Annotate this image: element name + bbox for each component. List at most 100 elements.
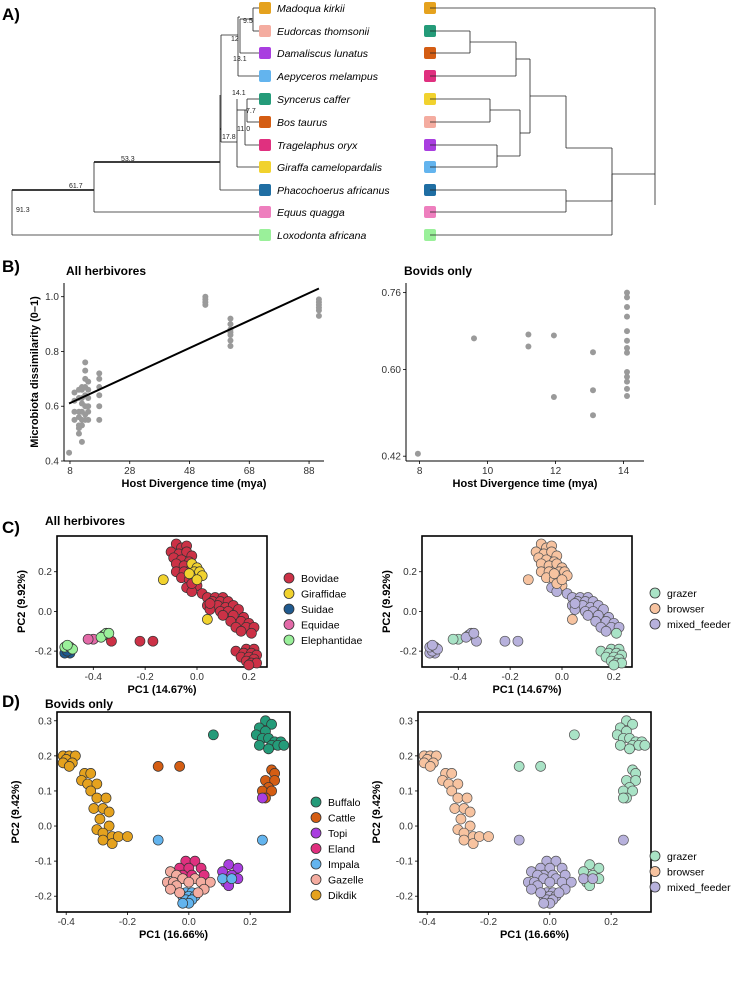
panel-label-b: B) xyxy=(2,257,20,276)
pcoa-point-equidae xyxy=(82,633,94,645)
pcoa-point-browser xyxy=(461,792,473,804)
data-point xyxy=(96,370,103,377)
legend-marker-browser xyxy=(649,603,661,614)
x-tick-label: -0.2 xyxy=(502,672,520,683)
tip-square-syncerus-caffer xyxy=(259,93,271,105)
pcoa-point-grazer xyxy=(569,729,580,741)
y-tick-label: -0.2 xyxy=(35,892,53,903)
data-point xyxy=(202,301,209,308)
x-tick-label: 0.2 xyxy=(604,917,618,928)
pcoa-point-bovidae xyxy=(235,625,247,637)
pcoa-point-dikdik xyxy=(85,768,97,779)
pcoa-point-giraffidae xyxy=(157,574,169,586)
y-axis-label: PC2 (9.42%) xyxy=(371,780,383,843)
data-point xyxy=(96,403,103,410)
legend-marker-eland xyxy=(310,843,322,854)
legend-label-mixed-feeder: mixed_feeder xyxy=(667,619,731,631)
legend-marker-bovidae xyxy=(283,572,295,584)
pcoa-point-grazer xyxy=(535,761,546,772)
tip-label-damaliscus-lunatus: Damaliscus lunatus xyxy=(277,48,369,60)
pcoa-point-mixed-feeder xyxy=(512,635,524,647)
legend-label-grazer: grazer xyxy=(667,588,697,600)
panel-c-pcoa-family: All herbivores -0.4 -0.2 0.0 0.2 -0.2 0.0 0.2 PC… xyxy=(16,514,362,696)
pcoa-point-dikdik xyxy=(103,806,115,818)
pcoa-point-mixed-feeder xyxy=(499,635,511,647)
data-point xyxy=(85,416,92,423)
data-point xyxy=(71,389,78,396)
x-axis-label: PC1 (14.67%) xyxy=(492,684,561,696)
pcoa-point-browser xyxy=(452,778,464,790)
legend-marker-elephantidae xyxy=(283,634,295,646)
data-point xyxy=(624,373,630,380)
pcoa-point-eland xyxy=(189,855,201,867)
pcoa-point-browser xyxy=(567,614,578,625)
pcoa-point-dikdik xyxy=(94,813,106,825)
pcoa-point-browser xyxy=(548,568,560,580)
legend-label-impala: Impala xyxy=(328,859,360,871)
data-point xyxy=(624,369,630,375)
data-point xyxy=(227,315,234,322)
tree-node-labels: 9.5 12 13.1 14.1 7.7 11.017.8 53.3 61.7 91.3 xyxy=(16,18,256,214)
pcoa-point-bovidae xyxy=(217,610,229,621)
data-point xyxy=(624,337,630,344)
data-point xyxy=(624,344,630,351)
pcoa-point-mixed-feeder xyxy=(550,855,562,867)
y-tick-label: 0.1 xyxy=(399,786,413,797)
pcoa-point-buffalo xyxy=(208,729,219,741)
legend-marker-gazelle xyxy=(310,874,322,885)
data-point xyxy=(96,416,103,423)
plot-frame xyxy=(56,535,268,668)
legend-label-bovidae: Bovidae xyxy=(301,573,339,585)
legend-label-equidae: Equidae xyxy=(301,620,340,632)
legend-marker-giraffidae xyxy=(283,588,295,599)
panel-title: All herbivores xyxy=(45,514,125,528)
data-point xyxy=(85,403,92,410)
y-tick-label: 0.8 xyxy=(45,347,59,358)
pcoa-point-topi xyxy=(223,859,235,870)
data-point xyxy=(590,387,596,394)
pcoa-point-browser xyxy=(464,820,476,832)
data-point xyxy=(85,408,92,415)
data-point xyxy=(590,349,596,356)
pcoa-point-impala xyxy=(152,834,164,846)
x-tick-label: -0.2 xyxy=(119,917,137,928)
x-axis-label: PC1 (16.66%) xyxy=(500,929,569,941)
legend-label-elephantidae: Elephantidae xyxy=(301,635,362,647)
pcoa-point-browser xyxy=(424,761,436,772)
tip-square-bos-taurus xyxy=(259,116,271,128)
pcoa-point-mixed-feeder xyxy=(535,887,546,899)
pcoa-point-mixed-feeder xyxy=(538,897,550,909)
pcoa-point-impala xyxy=(226,873,238,885)
pcoa-point-giraffidae xyxy=(191,574,203,586)
node-support-label: 14.1 xyxy=(232,90,246,97)
data-point xyxy=(624,349,630,356)
data-point xyxy=(227,342,234,349)
pcoa-point-giraffidae xyxy=(202,614,213,625)
pcoa-point-grazer xyxy=(639,739,651,751)
x-tick-label: -0.4 xyxy=(419,917,437,928)
legend-marker-dikdik xyxy=(310,889,322,901)
pcoa-point-grazer xyxy=(584,859,596,870)
x-tick-label: -0.4 xyxy=(85,672,103,683)
legend-marker-browser xyxy=(649,866,661,877)
pcoa-point-bovidae xyxy=(134,635,146,647)
legend-label-topi: Topi xyxy=(328,828,347,840)
pcoa-point-cattle xyxy=(152,761,164,772)
pcoa-point-cattle xyxy=(174,761,185,772)
legend-marker-impala xyxy=(310,858,322,870)
pcoa-point-gazelle xyxy=(174,887,185,899)
y-tick-label: 0.6 xyxy=(45,402,59,413)
y-tick-label: -0.2 xyxy=(35,647,53,658)
pcoa-point-browser xyxy=(452,792,464,804)
tip-label-bos-taurus: Bos taurus xyxy=(277,117,328,129)
x-tick-label: 0.0 xyxy=(543,917,557,928)
tip-square-loxodonta-africana xyxy=(259,229,271,241)
pcoa-point-bovidae xyxy=(246,627,257,639)
data-point xyxy=(315,312,322,319)
data-point xyxy=(550,332,557,339)
legend-label-gazelle: Gazelle xyxy=(328,875,364,887)
plot-frame xyxy=(421,535,633,668)
pcoa-point-buffalo xyxy=(266,718,277,730)
panel-d-pcoa-diet: -0.4 -0.2 0.0 0.2 -0.2 -0.1 0.0 0.1 0.2 0.3 PC1 (1… xyxy=(371,711,731,941)
pcoa-point-dikdik xyxy=(88,803,100,814)
